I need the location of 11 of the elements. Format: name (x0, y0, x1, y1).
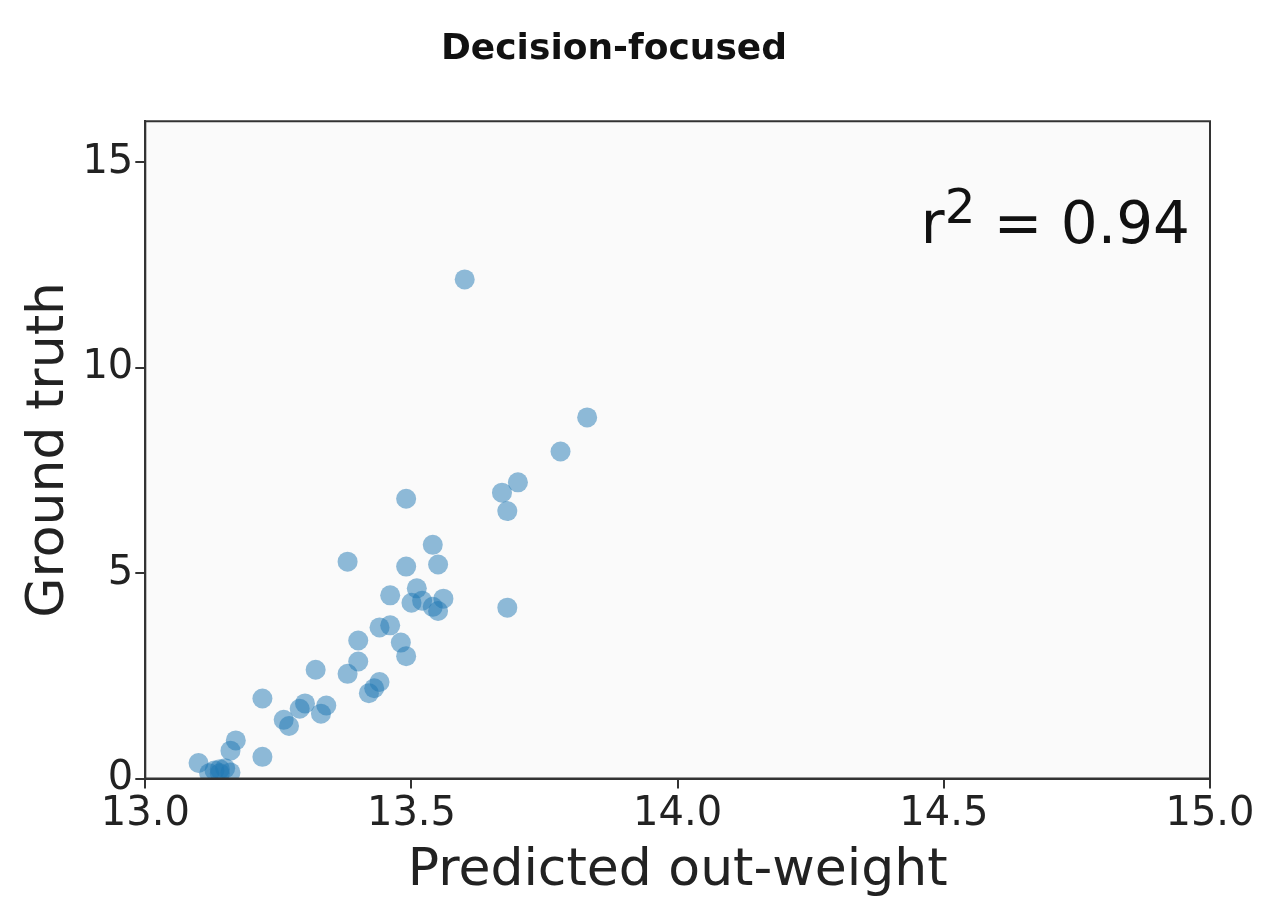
x-tick-label: 15.0 (1165, 787, 1255, 834)
chart-title: Decision-focused (440, 25, 788, 67)
x-tick-label: 13.5 (366, 787, 457, 834)
annotation: r$^{2}$ = 0.94 (920, 178, 1190, 258)
y-tick-label: 5 (107, 546, 134, 593)
y-axis-title: Ground truth (14, 281, 75, 618)
x-axis-title: Predicted out-weight (407, 837, 948, 898)
y-tick-label: 10 (82, 341, 134, 388)
y-tick-label: 15 (82, 135, 134, 182)
x-tick-label: 14.0 (633, 787, 723, 834)
x-tick-label: 14.5 (899, 787, 989, 834)
